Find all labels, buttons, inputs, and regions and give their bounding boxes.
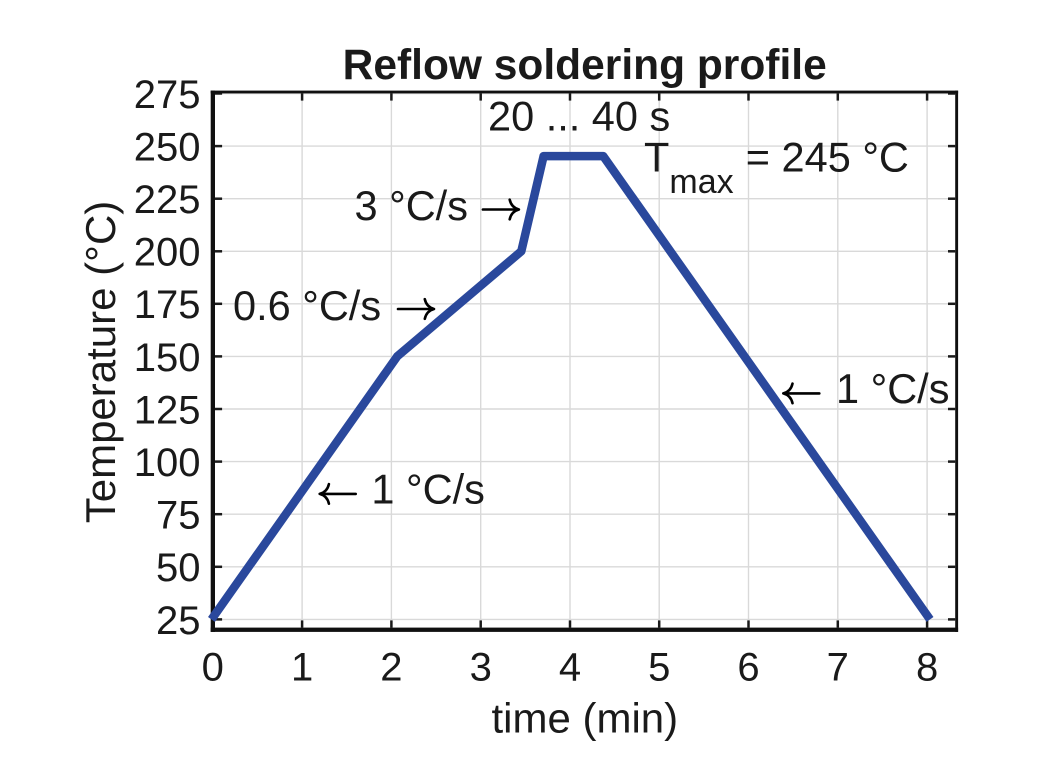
svg-text:5: 5	[648, 646, 670, 690]
svg-text:175: 175	[134, 283, 201, 327]
svg-text:1 °C/s: 1 °C/s	[371, 466, 484, 513]
svg-text:3: 3	[470, 646, 492, 690]
svg-text:3 °C/s: 3 °C/s	[355, 182, 468, 229]
svg-text:1: 1	[291, 646, 313, 690]
svg-text:4: 4	[559, 646, 581, 690]
svg-text:0: 0	[202, 646, 224, 690]
svg-text:200: 200	[134, 231, 201, 275]
svg-text:Reflow soldering profile: Reflow soldering profile	[343, 42, 827, 89]
svg-text:7: 7	[827, 646, 849, 690]
svg-text:125: 125	[134, 388, 201, 432]
svg-text:100: 100	[134, 441, 201, 485]
svg-text:20 ... 40 s: 20 ... 40 s	[488, 93, 670, 140]
svg-text:250: 250	[134, 126, 201, 170]
svg-text:1 °C/s: 1 °C/s	[836, 365, 949, 412]
svg-text:0.6 °C/s: 0.6 °C/s	[233, 282, 381, 329]
svg-text:time (min): time (min)	[491, 694, 678, 741]
svg-text:8: 8	[916, 646, 938, 690]
svg-text:275: 275	[134, 73, 201, 117]
svg-text:6: 6	[737, 646, 759, 690]
svg-text:75: 75	[156, 494, 201, 538]
svg-text:50: 50	[156, 546, 201, 590]
svg-text:Temperature (°C): Temperature (°C)	[77, 201, 124, 524]
svg-text:25: 25	[156, 599, 201, 643]
svg-text:max: max	[669, 163, 733, 201]
svg-text:150: 150	[134, 336, 201, 380]
svg-text:T: T	[644, 134, 669, 181]
svg-text:= 245 °C: = 245 °C	[746, 134, 909, 181]
svg-text:225: 225	[134, 178, 201, 222]
svg-text:2: 2	[380, 646, 402, 690]
